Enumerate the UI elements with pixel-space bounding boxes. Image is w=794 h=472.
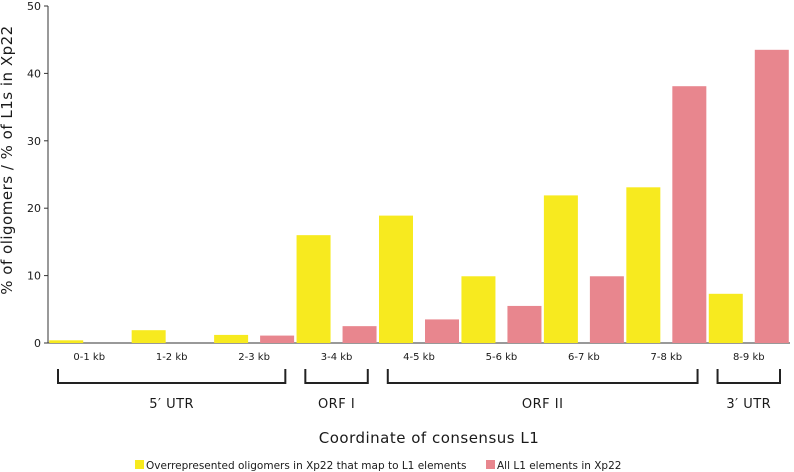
- bar-oligomers: [49, 340, 84, 343]
- x-tick-label: 6-7 kb: [568, 352, 600, 363]
- x-tick-label: 1-2 kb: [156, 352, 188, 363]
- y-axis-title: % of oligomers / % of L1s in Xp22: [0, 25, 16, 294]
- region-label: 5′ UTR: [149, 397, 194, 412]
- y-axis: 0 10 20 30 40 50: [27, 0, 790, 350]
- x-axis-title: Coordinate of consensus L1: [319, 429, 540, 447]
- region-label: 3′ UTR: [726, 397, 771, 412]
- region-bracket: [57, 369, 287, 384]
- x-tick-label: 8-9 kb: [733, 352, 765, 363]
- y-tick-label: 40: [27, 67, 41, 80]
- bar-oligomers: [626, 187, 661, 343]
- bar-l1-elements: [260, 335, 295, 343]
- bar-l1-elements: [425, 319, 459, 343]
- bars: [49, 49, 789, 344]
- y-tick-label: 0: [34, 337, 41, 350]
- bar-oligomers: [296, 235, 331, 343]
- legend-swatch: [135, 460, 144, 469]
- bar-oligomers: [379, 215, 413, 343]
- x-tick-label: 5-6 kb: [486, 352, 518, 363]
- region-label: ORF II: [522, 397, 564, 412]
- x-tick-label: 0-1 kb: [73, 352, 105, 363]
- legend: Overrepresented oligomers in Xp22 that m…: [135, 460, 621, 472]
- region-label: ORF I: [318, 397, 355, 412]
- bar-l1-elements: [507, 305, 542, 343]
- bar-l1-elements: [589, 276, 624, 343]
- bar-oligomers: [543, 195, 578, 343]
- bar-oligomers: [708, 293, 743, 343]
- region-brackets: 5′ UTR ORF I ORF II 3′ UTR: [57, 369, 781, 412]
- x-axis: 0-1 kb 1-2 kb 2-3 kb 3-4 kb 4-5 kb 5-6 kb 6-7 …: [73, 352, 764, 363]
- y-tick-label: 20: [27, 202, 41, 215]
- legend-label: All L1 elements in Xp22: [497, 460, 621, 472]
- y-tick-label: 30: [27, 135, 41, 148]
- x-tick-label: 4-5 kb: [403, 352, 435, 363]
- legend-label: Overrepresented oligomers in Xp22 that m…: [146, 460, 466, 472]
- x-tick-label: 2-3 kb: [238, 352, 270, 363]
- x-tick-label: 7-8 kb: [651, 352, 683, 363]
- legend-swatch: [486, 460, 495, 469]
- region-bracket: [304, 369, 369, 384]
- bar-l1-elements: [754, 49, 789, 344]
- bar-l1-elements: [672, 86, 707, 344]
- y-tick-label: 50: [27, 0, 41, 13]
- bar-l1-elements: [342, 326, 377, 343]
- region-bracket: [386, 369, 699, 384]
- region-bracket: [716, 369, 781, 384]
- y-tick-label: 10: [27, 270, 41, 283]
- bar-oligomers: [461, 276, 496, 343]
- x-tick-label: 3-4 kb: [321, 352, 353, 363]
- bar-oligomers: [131, 330, 166, 343]
- bar-oligomers: [214, 334, 249, 343]
